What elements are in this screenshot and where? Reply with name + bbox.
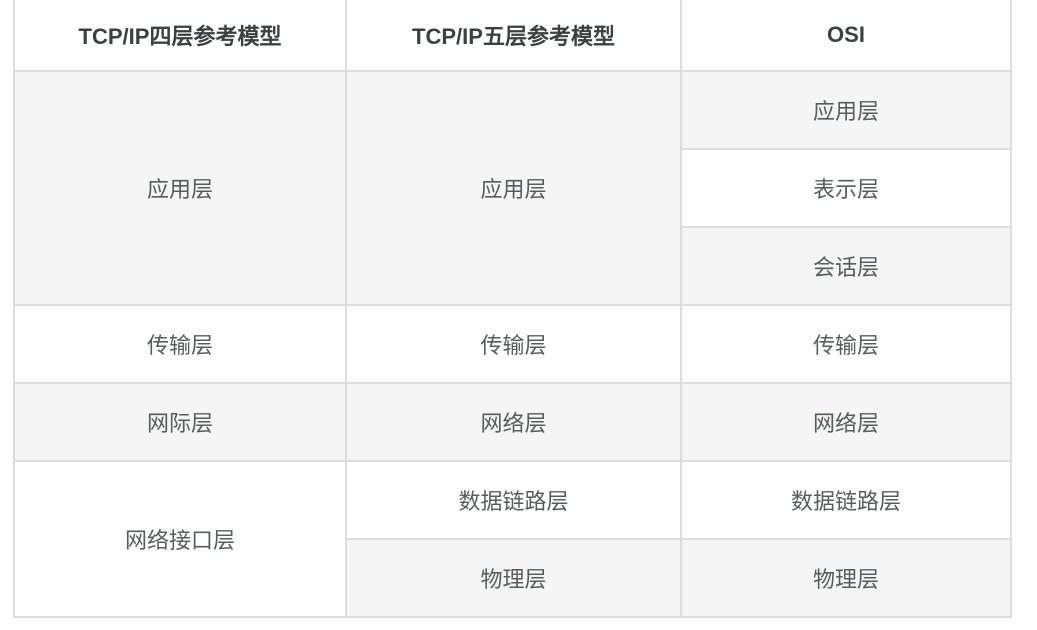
cell-tcpip4-internet: 网际层 — [13, 382, 347, 462]
cell-tcpip4-transport: 传输层 — [13, 304, 347, 384]
header-tcpip4: TCP/IP四层参考模型 — [13, 0, 347, 72]
cell-tcpip4-application: 应用层 — [13, 70, 347, 306]
cell-osi-datalink: 数据链路层 — [680, 460, 1012, 540]
cell-tcpip5-application: 应用层 — [345, 70, 682, 306]
header-row: TCP/IP四层参考模型 TCP/IP五层参考模型 OSI — [13, 0, 1012, 72]
cell-osi-transport: 传输层 — [680, 304, 1012, 384]
cell-tcpip5-network: 网络层 — [345, 382, 682, 462]
table-row: 网络接口层 数据链路层 数据链路层 — [13, 460, 1012, 618]
cell-osi-presentation: 表示层 — [680, 148, 1012, 228]
cell-osi-application: 应用层 — [680, 70, 1012, 150]
table-row: 网际层 网络层 网络层 — [13, 382, 1012, 462]
cell-osi-session: 会话层 — [680, 226, 1012, 306]
cell-tcpip5-physical: 物理层 — [345, 538, 682, 618]
header-osi: OSI — [680, 0, 1012, 72]
table-row: 表示层 — [14, 148, 1012, 228]
cell-tcpip5-datalink: 数据链路层 — [345, 460, 682, 540]
table-row: 物理层 物理层 — [14, 538, 1012, 618]
table-row: 会话层 — [14, 226, 1012, 306]
cell-osi-physical: 物理层 — [680, 538, 1012, 618]
cell-tcpip4-network-interface: 网络接口层 — [13, 460, 347, 618]
table-row: 应用层 应用层 应用层 — [13, 70, 1012, 306]
table-row: 传输层 传输层 传输层 — [13, 304, 1012, 384]
header-tcpip5: TCP/IP五层参考模型 — [345, 0, 682, 72]
cell-tcpip5-transport: 传输层 — [345, 304, 682, 384]
cell-osi-network: 网络层 — [680, 382, 1012, 462]
layer-comparison-table: TCP/IP四层参考模型 TCP/IP五层参考模型 OSI 应用层 应用层 应用… — [13, 0, 1012, 618]
